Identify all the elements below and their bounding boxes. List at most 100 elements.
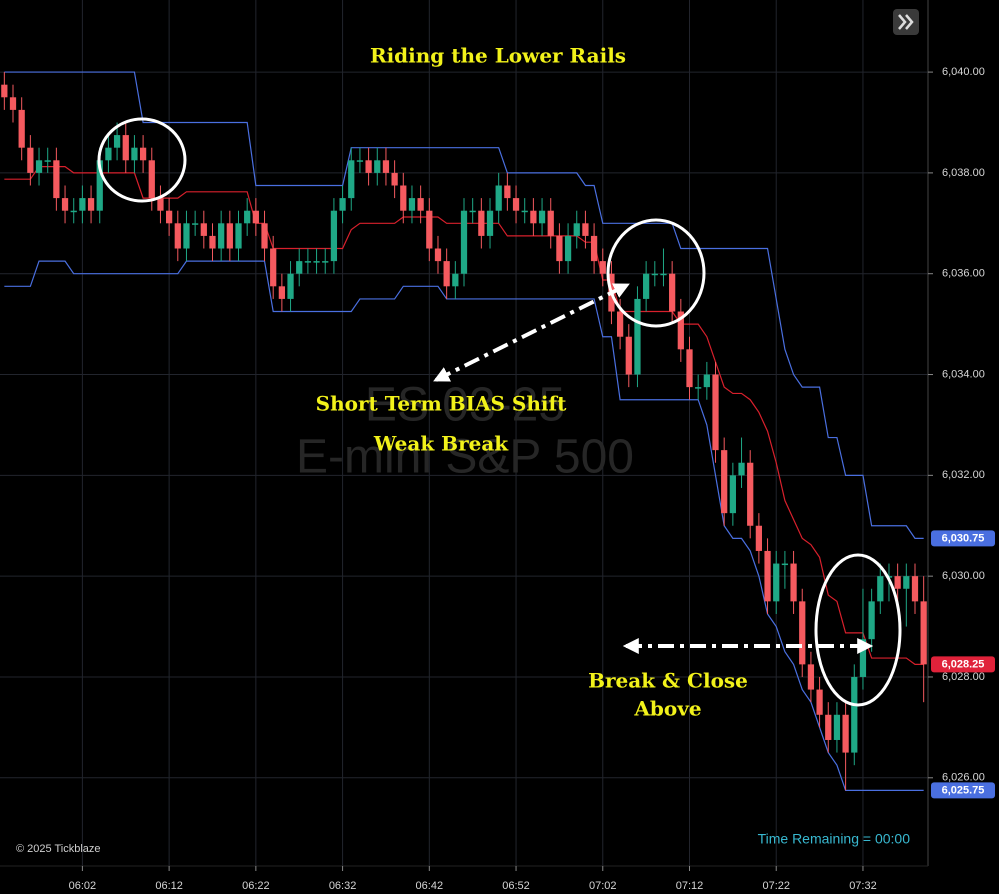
candle-body <box>9 97 17 110</box>
candle-body <box>365 160 372 173</box>
candle-body <box>686 349 693 388</box>
y-tick-label: 6,034.00 <box>942 368 985 380</box>
candle-body <box>113 135 121 148</box>
candle-body <box>677 311 684 350</box>
candle-body <box>764 550 771 602</box>
candle-body <box>833 714 841 740</box>
y-tick-label: 6,032.00 <box>942 469 985 481</box>
candle-body <box>434 248 442 262</box>
highlight-circle <box>97 117 187 203</box>
candle-body <box>825 714 832 740</box>
y-tick-label: 6,030.00 <box>942 570 985 582</box>
candle-body <box>87 198 95 211</box>
candle-body <box>478 210 485 236</box>
candle-body <box>859 639 867 677</box>
price-badge-label: 6,028.25 <box>942 658 985 670</box>
candle-body <box>556 235 563 262</box>
axes: 6,026.00 6,028.00 6,030.00 6,032.00 6,034.00… <box>69 66 995 892</box>
candle-body <box>356 160 364 162</box>
candle-body <box>590 235 598 262</box>
candle-body <box>400 185 407 211</box>
y-tick-label: 6,038.00 <box>942 167 985 179</box>
candle-body <box>296 261 303 274</box>
candle-body <box>660 273 667 276</box>
x-tick-label: 06:12 <box>155 880 183 892</box>
candle-body <box>712 374 719 451</box>
candle-body <box>70 210 77 213</box>
candle-body <box>417 198 424 211</box>
candle-body <box>61 198 69 211</box>
candle-body <box>773 563 780 602</box>
price-badge <box>931 656 995 673</box>
x-tick-label: 07:32 <box>849 880 877 892</box>
x-tick-label: 07:12 <box>676 880 704 892</box>
x-tick-label: 06:42 <box>416 880 444 892</box>
price-badge <box>931 530 995 547</box>
candle-body <box>755 525 763 551</box>
candle-body <box>339 198 346 211</box>
candle-body <box>382 160 390 173</box>
candle-body <box>374 160 381 173</box>
candle-body <box>148 160 155 199</box>
candle-body <box>218 223 225 249</box>
candle-body <box>131 147 138 161</box>
x-tick-label: 06:02 <box>69 880 97 892</box>
candle-body <box>165 210 173 224</box>
watermark-name: E-mini S&P 500 <box>296 431 634 484</box>
candle-body <box>226 223 233 249</box>
candle-body <box>44 160 51 162</box>
candle-body <box>469 210 476 213</box>
candle-body <box>122 135 129 161</box>
candle-body <box>244 210 251 224</box>
candle-body <box>391 172 398 186</box>
candle-body <box>495 185 502 211</box>
candle-body <box>18 109 25 148</box>
candle-body <box>816 689 823 715</box>
candle-body <box>200 223 207 236</box>
candle-body <box>842 714 849 753</box>
candle-body <box>96 160 103 211</box>
candle-body <box>851 676 858 753</box>
candle-body <box>616 311 624 337</box>
candle-body <box>209 235 216 249</box>
candle-body <box>408 198 416 211</box>
candle-body <box>426 210 433 249</box>
candle-body <box>27 147 34 173</box>
y-tick-label: 6,026.00 <box>942 772 985 784</box>
candle-body <box>781 563 789 566</box>
candle-body <box>139 147 147 161</box>
expand-icon[interactable] <box>898 14 914 30</box>
candle-body <box>512 198 520 211</box>
candle-body <box>669 273 676 312</box>
candle-body <box>183 223 190 249</box>
y-tick-label: 6,028.00 <box>942 671 985 683</box>
price-badge-label: 6,025.75 <box>942 784 985 796</box>
candle-body <box>738 462 745 476</box>
candle-body <box>460 210 468 274</box>
price-badge <box>931 782 995 799</box>
candle-body <box>452 273 459 287</box>
candle-body <box>747 462 754 526</box>
candle-body <box>322 261 329 263</box>
candle-body <box>894 576 901 589</box>
x-tick-label: 07:22 <box>762 880 790 892</box>
candle-body <box>313 261 320 263</box>
expand-button[interactable] <box>893 9 919 35</box>
copyright: © 2025 Tickblaze <box>16 843 101 855</box>
watermark-symbol: ES 03-25 <box>365 379 565 432</box>
candle-body <box>703 374 710 388</box>
candle-body <box>192 223 199 225</box>
candle-body <box>1 84 8 98</box>
candle-body <box>911 576 919 602</box>
candle-body <box>278 286 285 299</box>
candle-body <box>105 147 112 161</box>
annotation: Short Term BIAS Shift <box>316 392 567 416</box>
candle-body <box>599 261 606 274</box>
candle-body <box>252 210 259 224</box>
candle-body <box>174 223 181 249</box>
candle-body <box>443 261 450 287</box>
candle-body <box>729 475 736 514</box>
x-tick-label: 06:52 <box>502 880 530 892</box>
